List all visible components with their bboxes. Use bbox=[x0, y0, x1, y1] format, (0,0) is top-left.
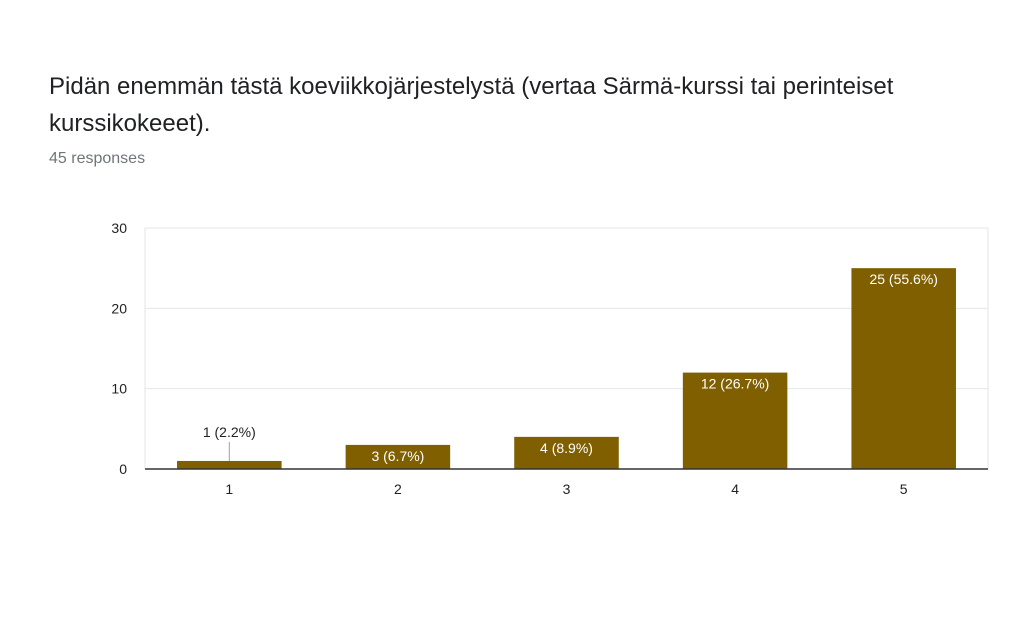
bar-5 bbox=[851, 268, 956, 469]
bar-1 bbox=[177, 460, 282, 469]
bar-data-label: 3 (6.7%) bbox=[371, 448, 424, 464]
bar-2 bbox=[345, 444, 451, 469]
y-tick-label: 0 bbox=[119, 461, 127, 477]
bar-data-label: 25 (55.6%) bbox=[869, 271, 937, 287]
x-category-label: 4 bbox=[731, 481, 739, 497]
y-tick-label: 10 bbox=[111, 381, 127, 397]
bar-data-label: 12 (26.7%) bbox=[701, 376, 769, 392]
bar-4 bbox=[682, 372, 788, 469]
x-category-label: 1 bbox=[225, 481, 233, 497]
x-category-label: 5 bbox=[900, 481, 908, 497]
y-tick-label: 30 bbox=[111, 220, 127, 236]
x-category-label: 2 bbox=[394, 481, 402, 497]
x-axis-labels: 1 2 3 4 5 bbox=[225, 481, 907, 497]
bars bbox=[177, 268, 956, 469]
data-labels: 1 (2.2%) 3 (6.7%) 4 (8.9%) 12 (26.7%) 25 (55… bbox=[203, 271, 938, 464]
question-title: Pidän enemmän tästä koeviikkojärjestelys… bbox=[49, 73, 894, 137]
gridlines bbox=[144, 227, 989, 469]
bar-data-label: 1 (2.2%) bbox=[203, 424, 256, 440]
y-axis-ticks: 0 10 20 30 bbox=[111, 220, 127, 477]
bar-data-label: 4 (8.9%) bbox=[540, 440, 593, 456]
bar-3 bbox=[514, 436, 619, 469]
response-count: 45 responses bbox=[49, 150, 146, 167]
x-category-label: 3 bbox=[563, 481, 571, 497]
y-tick-label: 20 bbox=[111, 300, 127, 316]
